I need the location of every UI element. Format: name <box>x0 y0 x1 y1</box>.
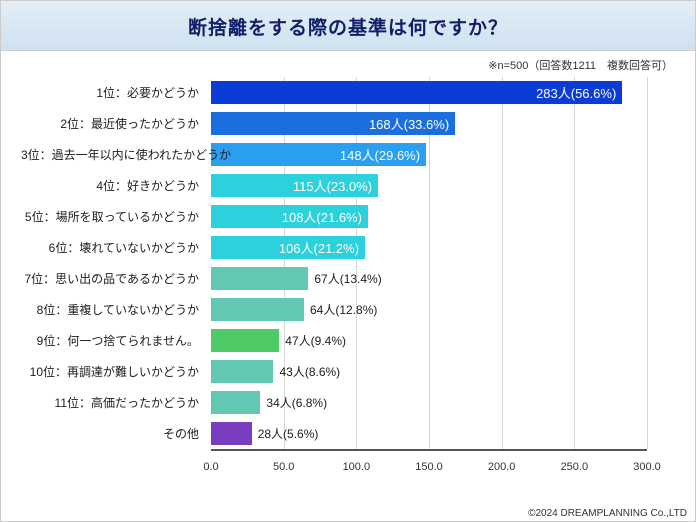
bar-category-label: 4位：好きかどうか <box>21 177 205 194</box>
copyright-text: ©2024 DREAMPLANNING Co.,LTD <box>528 508 687 519</box>
x-axis-tick-label: 100.0 <box>343 461 371 473</box>
bar-category-label: 8位：重複していないかどうか <box>21 301 205 318</box>
bar-category-label: 1位：必要かどうか <box>21 84 205 101</box>
bar-category-label: 7位：思い出の品であるかどうか <box>21 270 205 287</box>
x-axis-tick-label: 50.0 <box>273 461 294 473</box>
bar-category-label: 3位：過去一年以内に使われたかどうか <box>21 146 205 163</box>
grid-line <box>647 77 648 449</box>
bar-category-label: 9位：何一つ捨てられません。 <box>21 332 205 349</box>
bar-category-label: 10位：再調達が難しいかどうか <box>21 363 205 380</box>
x-axis-tick-label: 150.0 <box>415 461 443 473</box>
axis-region: 0.050.0100.0150.0200.0250.0300.0 <box>211 77 647 451</box>
chart-header: 断捨離をする際の基準は何ですか？ <box>1 1 695 51</box>
bar-category-label: 2位：最近使ったかどうか <box>21 115 205 132</box>
x-axis-tick-label: 200.0 <box>488 461 516 473</box>
bar-category-label: 11位：高価だったかどうか <box>21 394 205 411</box>
x-axis-tick-label: 300.0 <box>633 461 661 473</box>
chart-subnote: ※n=500（回答数1211 複数回答可） <box>1 51 695 75</box>
chart-container: 断捨離をする際の基準は何ですか？ ※n=500（回答数1211 複数回答可） 1… <box>0 0 696 522</box>
bar-category-label: 5位：場所を取っているかどうか <box>21 208 205 225</box>
bar-category-label: その他 <box>21 425 205 442</box>
chart-title: 断捨離をする際の基準は何ですか？ <box>1 13 695 40</box>
chart-plot: 1位：必要かどうか283人(56.6%)2位：最近使ったかどうか168人(33.… <box>21 77 675 477</box>
x-axis-tick-label: 0.0 <box>203 461 218 473</box>
x-axis-tick-label: 250.0 <box>561 461 589 473</box>
bar-category-label: 6位：壊れていないかどうか <box>21 239 205 256</box>
